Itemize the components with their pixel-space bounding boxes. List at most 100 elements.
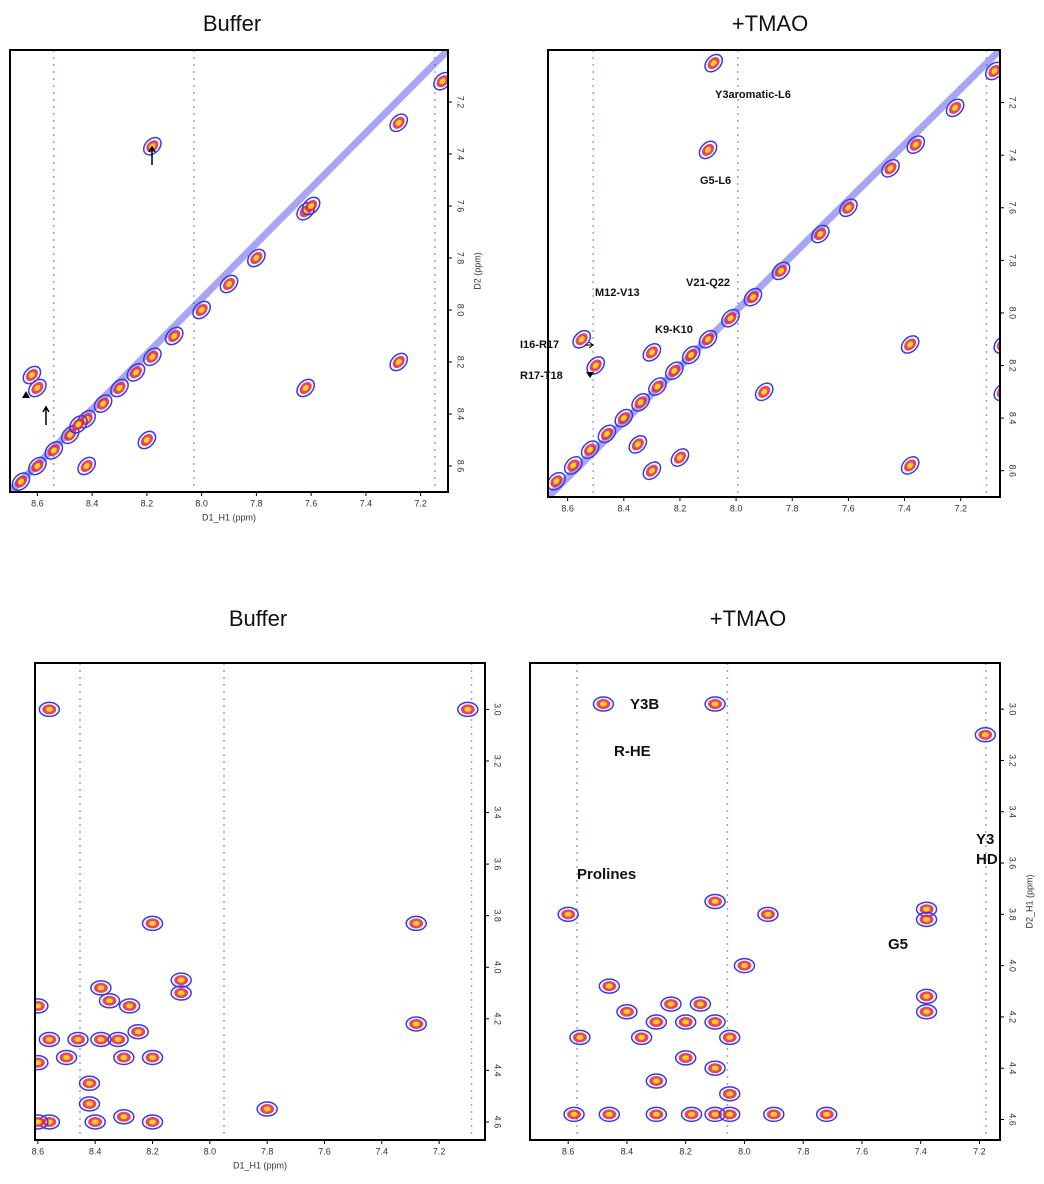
peak-outer xyxy=(141,915,164,932)
peak-outer xyxy=(389,352,409,372)
peak xyxy=(645,1106,668,1123)
peak-core xyxy=(652,1078,660,1084)
peak-core xyxy=(605,983,613,989)
peak-core xyxy=(654,383,661,390)
y-tick-label: 4.2 xyxy=(493,1013,503,1026)
peak xyxy=(580,440,600,460)
x-tick-label: 8.0 xyxy=(730,503,743,513)
x-tick-label: 8.0 xyxy=(738,1146,751,1156)
plot-area xyxy=(10,50,448,492)
peak xyxy=(754,382,774,402)
y-tick-label: 8.0 xyxy=(1008,307,1018,320)
peak-core xyxy=(671,367,678,374)
peak xyxy=(680,1106,703,1123)
peak-core xyxy=(45,1036,53,1042)
peak xyxy=(704,53,724,73)
annotation: R-HE xyxy=(614,743,651,760)
peak xyxy=(704,696,726,712)
peak xyxy=(906,135,926,155)
x-tick-label: 8.0 xyxy=(204,1146,217,1156)
peak-outer xyxy=(763,1106,785,1123)
peak-core xyxy=(711,1019,719,1025)
peak-outer xyxy=(137,430,157,450)
peak xyxy=(721,308,740,328)
peak xyxy=(974,727,997,743)
peak xyxy=(127,1023,149,1040)
peak-outer xyxy=(616,1004,638,1020)
peak xyxy=(44,441,64,460)
peak-core xyxy=(907,462,914,469)
y-tick-label: 7.2 xyxy=(1008,96,1018,109)
peak-core xyxy=(823,1111,831,1117)
peak-core xyxy=(923,906,931,912)
peak-outer xyxy=(631,392,651,412)
peak-outer xyxy=(628,435,648,454)
peak-core xyxy=(682,1019,690,1025)
peak-core xyxy=(439,78,446,85)
peak-outer xyxy=(77,456,97,476)
y-tick-label: 8.2 xyxy=(1008,359,1018,372)
peak xyxy=(110,378,129,398)
peak-core xyxy=(740,963,748,969)
peak-outer xyxy=(900,335,920,354)
peak-core xyxy=(149,1119,157,1125)
x-tick-label: 8.4 xyxy=(89,1146,102,1156)
annotation-arrow xyxy=(585,341,594,349)
peak-outer xyxy=(405,1016,427,1032)
peak xyxy=(719,1086,741,1102)
y-tick-label: 3.4 xyxy=(1008,805,1018,818)
peak-outer xyxy=(563,456,583,475)
peak-core xyxy=(120,1114,128,1120)
peak-core xyxy=(923,993,931,999)
peak xyxy=(142,347,162,367)
peak xyxy=(246,248,266,268)
peak-outer xyxy=(98,993,121,1009)
panel-title: Buffer xyxy=(229,606,287,631)
peak-core xyxy=(302,384,309,392)
peak-outer xyxy=(598,978,621,994)
peak-core xyxy=(308,202,315,210)
peak xyxy=(598,1106,621,1123)
peak-core xyxy=(576,1034,584,1040)
peak-core xyxy=(688,1111,696,1117)
peak-core xyxy=(711,1111,719,1117)
peak-outer xyxy=(170,972,192,988)
panel-title: Buffer xyxy=(203,11,261,36)
x-tick-label: 8.2 xyxy=(146,1146,159,1156)
peak-core xyxy=(564,911,572,917)
peak xyxy=(681,345,701,365)
peak xyxy=(389,352,409,372)
peak xyxy=(674,1014,697,1030)
peak-core xyxy=(171,332,178,340)
x-tick-label: 7.2 xyxy=(973,1146,986,1156)
peak-outer xyxy=(810,224,830,244)
panel-title: +TMAO xyxy=(732,11,808,36)
peak xyxy=(78,1075,101,1092)
peak xyxy=(993,335,1000,354)
peak-core xyxy=(225,280,233,288)
peak-outer xyxy=(733,957,756,974)
peak-core xyxy=(34,384,41,392)
peak-core xyxy=(620,415,627,422)
y-tick-label: 7.2 xyxy=(456,96,466,109)
peak xyxy=(616,1004,638,1020)
peak-outer xyxy=(142,136,162,156)
peak-core xyxy=(587,446,594,453)
peak-outer xyxy=(141,1049,164,1066)
peak-outer xyxy=(90,980,112,996)
peak xyxy=(631,392,651,412)
peak-core xyxy=(652,1019,660,1025)
peak-outer xyxy=(548,471,566,491)
y-axis-label: D2_H1 (ppm) xyxy=(1024,874,1034,928)
peak xyxy=(27,456,47,476)
x-tick-label: 8.4 xyxy=(621,1146,634,1156)
plot-frame xyxy=(9,49,449,493)
peak-outer xyxy=(704,1060,726,1076)
peak-core xyxy=(637,399,644,406)
peak-outer xyxy=(680,1106,703,1123)
annotation: I16-R17 xyxy=(520,339,559,351)
peak-core xyxy=(603,430,610,437)
marker-triangle xyxy=(22,391,30,398)
peak xyxy=(35,1054,49,1071)
peak xyxy=(35,998,49,1014)
